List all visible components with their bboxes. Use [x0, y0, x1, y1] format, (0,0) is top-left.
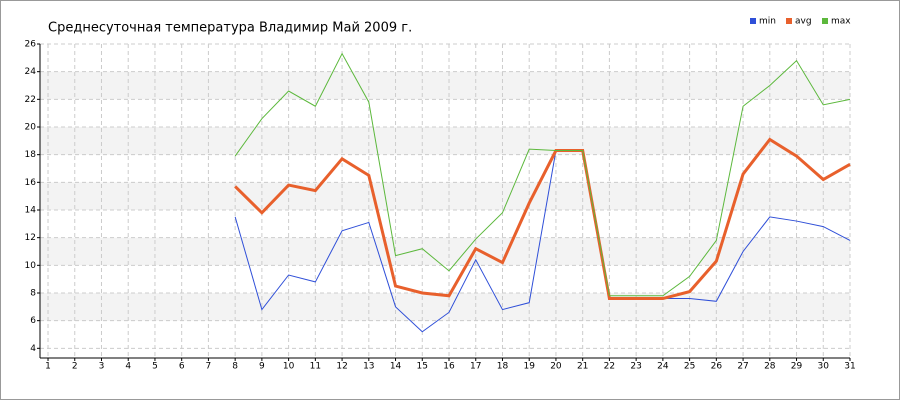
x-tick-label: 6	[179, 362, 185, 372]
y-tick-label: 14	[25, 205, 37, 215]
x-tick-label: 20	[550, 362, 562, 372]
grid-band	[40, 237, 850, 266]
y-tick-label: 12	[25, 233, 36, 243]
chart-title: Среднесуточная температура Владимир Май …	[48, 21, 412, 36]
x-tick-label: 26	[711, 362, 723, 372]
x-tick-label: 22	[604, 362, 615, 372]
x-tick-label: 15	[417, 362, 428, 372]
x-tick-label: 24	[657, 362, 669, 372]
x-tick-label: 30	[818, 362, 830, 372]
x-tick-label: 12	[336, 362, 347, 372]
line	[234, 150, 851, 333]
x-tick-label: 5	[152, 362, 158, 372]
x-tick-label: 2	[72, 362, 78, 372]
legend-label: avg	[795, 17, 812, 27]
x-tick-label: 31	[844, 362, 855, 372]
line	[234, 52, 851, 297]
x-tick-label: 9	[259, 362, 265, 372]
x-tick-label: 25	[684, 362, 695, 372]
x-tick-label: 29	[791, 362, 803, 372]
legend-swatch	[822, 18, 828, 24]
x-tick-label: 7	[206, 362, 212, 372]
legend-swatch	[786, 18, 792, 24]
grid-band	[40, 71, 850, 100]
legend-label: max	[831, 17, 851, 27]
x-tick-label: 4	[125, 362, 131, 372]
line	[234, 137, 851, 301]
x-tick-label: 11	[310, 362, 321, 372]
grid-band	[40, 182, 850, 210]
y-tick-label: 18	[25, 150, 37, 160]
x-tick-label: 27	[737, 362, 748, 372]
x-tick-label: 8	[232, 362, 238, 372]
x-tick-label: 18	[497, 362, 509, 372]
x-tick-label: 3	[99, 362, 105, 372]
y-tick-label: 22	[25, 95, 36, 105]
x-tick-label: 10	[283, 362, 295, 372]
x-tick-label: 17	[470, 362, 481, 372]
x-tick-label: 28	[764, 362, 776, 372]
legend-swatch	[750, 18, 756, 24]
y-tick-label: 26	[25, 40, 37, 50]
legend-label: min	[759, 17, 776, 27]
grid-band	[40, 126, 850, 155]
x-tick-label: 16	[443, 362, 455, 372]
x-tick-label: 1	[45, 362, 51, 372]
x-tick-label: 14	[390, 362, 402, 372]
x-tick-label: 23	[630, 362, 641, 372]
y-tick-label: 10	[25, 261, 37, 271]
x-tick-label: 21	[577, 362, 588, 372]
x-tick-label: 19	[523, 362, 535, 372]
y-tick-label: 16	[25, 178, 37, 188]
x-tick-label: 13	[363, 362, 374, 372]
y-tick-label: 20	[25, 122, 37, 132]
y-tick-label: 24	[25, 67, 37, 77]
y-tick-label: 6	[30, 316, 36, 326]
grid-band	[40, 292, 850, 321]
y-tick-label: 4	[30, 344, 36, 354]
y-tick-label: 8	[30, 288, 36, 298]
